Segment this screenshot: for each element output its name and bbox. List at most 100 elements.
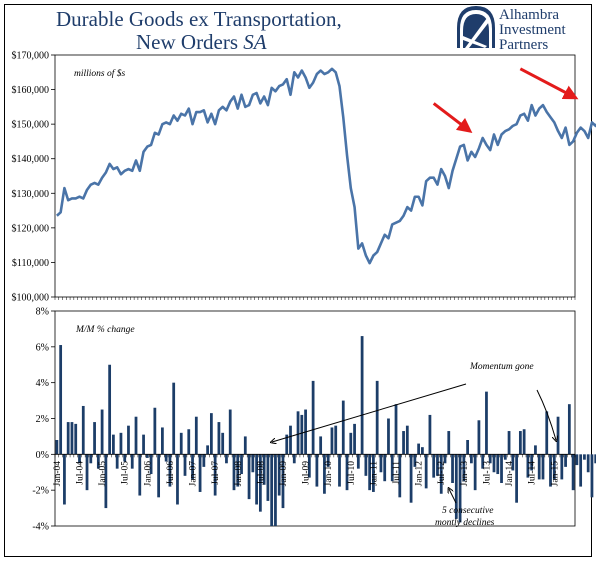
m-m-change-bar: [115, 454, 119, 469]
m-m-change-bar: [285, 434, 289, 455]
m-m-change-bar: [428, 414, 432, 455]
momentum-arrow-short: [536, 389, 556, 440]
m-m-change-bar: [500, 454, 503, 483]
m-m-change-bar: [157, 454, 161, 498]
m-m-change-bar: [168, 454, 172, 487]
m-m-change-bar: [443, 454, 447, 464]
m-m-change-bar: [583, 454, 586, 460]
bottom-x-tick-label: Jan-10: [324, 461, 334, 487]
m-m-change-bar: [560, 454, 564, 480]
m-m-change-bar: [142, 434, 145, 455]
logo-line2: Investment: [499, 22, 566, 38]
m-m-change-bar: [66, 422, 70, 455]
m-m-change-bar: [364, 454, 368, 476]
m-m-change-bar: [130, 454, 134, 469]
m-m-change-bar: [394, 404, 398, 455]
m-m-change-bar: [289, 425, 292, 455]
m-m-change-bar: [530, 454, 534, 471]
m-m-change-bar: [477, 420, 481, 455]
m-m-change-bar: [383, 454, 387, 482]
bottom-x-tick-label: Jan-11: [369, 461, 379, 486]
bottom-x-tick-label: Jan-06: [143, 461, 153, 487]
m-m-change-bar: [541, 454, 545, 480]
m-m-change-bar: [270, 454, 274, 526]
bottom-x-tick-label: Jan-13: [460, 461, 470, 487]
top-y-tick-label: $160,000: [12, 85, 50, 96]
momentum-gone-annotation: Momentum gone: [469, 362, 534, 372]
top-y-tick-label: $120,000: [12, 223, 50, 234]
m-m-change-bar: [481, 454, 485, 469]
m-m-change-bar: [436, 454, 439, 476]
bottom-x-tick-label: Jul-05: [121, 461, 131, 485]
m-m-change-bar: [100, 409, 104, 455]
m-m-change-bar: [134, 416, 138, 455]
m-m-change-bar: [356, 454, 360, 469]
m-m-change-bar: [108, 364, 112, 455]
m-m-change-bar: [571, 454, 575, 491]
m-m-change-bar: [492, 454, 496, 473]
bottom-x-tick-label: Jan-12: [415, 461, 425, 487]
m-m-change-bar: [375, 380, 379, 455]
m-m-change-bar: [63, 454, 66, 505]
m-m-change-bar: [93, 422, 96, 455]
m-m-change-bar: [338, 454, 341, 487]
bottom-y-tick-label: 0%: [36, 450, 49, 461]
m-m-change-bar: [96, 454, 100, 469]
red-arrow-2: [519, 67, 579, 100]
consecutive-declines-annotation-line1: 5 consecutive: [442, 506, 493, 516]
m-m-change-bar: [424, 454, 428, 489]
m-m-change-bar: [511, 454, 515, 471]
m-m-change-bar: [59, 345, 63, 455]
m-m-change-bar: [390, 454, 394, 482]
m-m-change-bar: [323, 454, 326, 494]
m-m-change-bar: [326, 454, 330, 467]
m-m-change-bar: [507, 431, 511, 455]
bottom-y-tick-label: -4%: [32, 522, 49, 533]
bottom-x-tick-label: Jan-05: [98, 461, 108, 487]
bottom-y-tick-label: 4%: [36, 378, 49, 389]
m-m-change-bar: [473, 454, 477, 491]
bottom-x-tick-label: Jan-15: [550, 461, 560, 487]
bottom-x-tick-label: Jan-14: [505, 461, 515, 487]
m-m-change-bar: [534, 445, 537, 455]
bottom-x-tick-label: Jan-08: [234, 461, 244, 487]
bottom-y-tick-label: -2%: [32, 486, 49, 497]
logo-line3: Partners: [499, 37, 549, 53]
bottom-x-tick-label: Jan-09: [279, 461, 289, 487]
m-m-change-bar: [334, 425, 338, 455]
m-m-change-bar: [398, 454, 402, 498]
bottom-chart-annotation: M/M % change: [75, 325, 135, 335]
bottom-x-tick-label: Jul-13: [482, 461, 492, 485]
momentum-arrow-long: [272, 383, 467, 442]
m-m-change-bar: [127, 425, 130, 455]
bottom-x-tick-label: Jul-06: [166, 461, 176, 485]
m-m-change-bar: [206, 445, 209, 455]
m-m-change-bar: [277, 454, 281, 496]
m-m-change-bar: [74, 423, 78, 455]
m-m-change-bar: [503, 454, 507, 460]
m-m-change-bar: [183, 454, 187, 476]
m-m-change-bar: [112, 434, 115, 455]
m-m-change-bar: [292, 454, 296, 464]
m-m-change-bar: [119, 432, 123, 455]
m-m-change-bar: [161, 427, 164, 455]
m-m-change-bar: [78, 454, 81, 464]
m-m-change-bar: [496, 454, 500, 475]
m-m-change-bar: [458, 454, 462, 523]
m-m-change-bar: [462, 454, 466, 482]
m-m-change-bar: [217, 422, 221, 455]
logo: Alhambra Investment Partners: [457, 6, 587, 54]
bottom-x-tick-label: Jul-08: [256, 461, 266, 485]
m-m-change-bar: [55, 440, 59, 455]
m-m-change-bar: [236, 454, 240, 487]
top-y-tick-label: $170,000: [12, 51, 50, 62]
m-m-change-bar: [247, 454, 251, 500]
bottom-x-tick-label: Jul-14: [528, 461, 538, 485]
m-m-change-bar: [466, 440, 469, 455]
m-m-change-bar: [262, 454, 266, 485]
m-m-change-bar: [451, 454, 454, 483]
m-m-change-bar: [209, 413, 213, 455]
m-m-change-bar: [179, 432, 183, 455]
